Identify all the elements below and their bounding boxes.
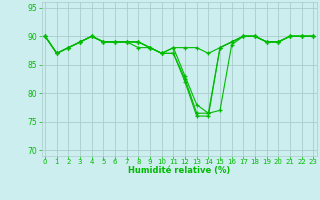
X-axis label: Humidité relative (%): Humidité relative (%) (128, 166, 230, 175)
